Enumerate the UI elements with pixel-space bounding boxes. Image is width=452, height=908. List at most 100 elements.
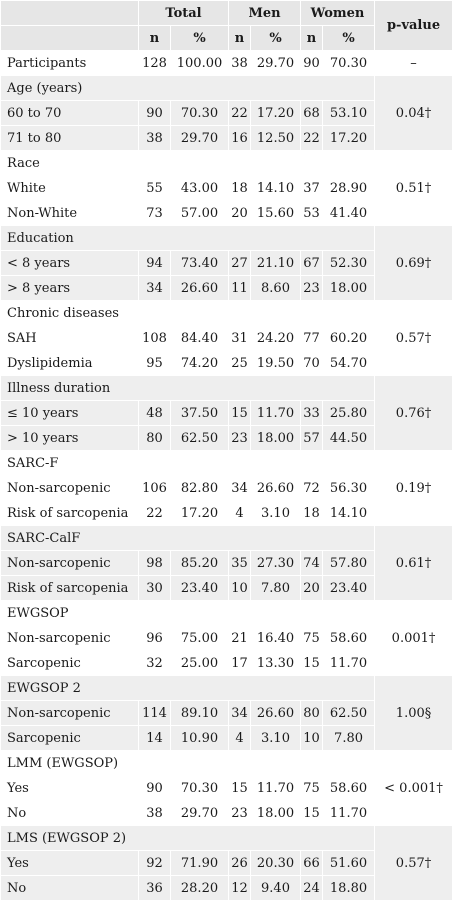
- row-label: SAH: [0, 325, 139, 351]
- cell: 24: [300, 875, 324, 901]
- cell: 25.80: [322, 400, 376, 426]
- header-n: n: [138, 25, 171, 51]
- cell: 56.30: [322, 475, 376, 501]
- cell: 14.10: [250, 175, 302, 201]
- cell: 24.20: [250, 325, 302, 351]
- table-row: No 36 28.20 12 9.40 24 18.80: [0, 875, 452, 901]
- row-label: Sarcopenic: [0, 650, 139, 676]
- cell: 53.10: [322, 100, 376, 126]
- p-value-cell: 0.57†: [374, 300, 452, 376]
- row-label: > 10 years: [0, 425, 139, 451]
- section-title: LMM (EWGSOP): [0, 750, 376, 776]
- row-label: Dyslipidemia: [0, 350, 139, 376]
- cell: 67: [300, 250, 324, 276]
- section-title: Education: [0, 225, 376, 251]
- p-value-cell: 0.51†: [374, 150, 452, 226]
- table-row: Non-sarcopenic 98 85.20 35 27.30 74 57.80: [0, 550, 452, 576]
- cell: 80: [300, 700, 324, 726]
- header-blank: [0, 0, 139, 26]
- table-row: Yes 90 70.30 15 11.70 75 58.60: [0, 775, 452, 801]
- cell: 7.80: [250, 575, 302, 601]
- cell: 70: [300, 350, 324, 376]
- cell: 15: [300, 650, 324, 676]
- cell: 23: [228, 425, 252, 451]
- cell: 80: [138, 425, 171, 451]
- cell: 15: [228, 775, 252, 801]
- row-label: Non-sarcopenic: [0, 625, 139, 651]
- cell: 14: [138, 725, 171, 751]
- row-label: No: [0, 875, 139, 901]
- cell: 74.20: [169, 350, 230, 376]
- p-value-cell: 0.001†: [374, 600, 452, 676]
- cell: 68: [300, 100, 324, 126]
- section-header-row: Age (years) 0.04†: [0, 75, 452, 151]
- row-label: Yes: [0, 850, 139, 876]
- cell: 100.00: [169, 50, 230, 76]
- cell: 29.70: [169, 800, 230, 826]
- cell: 57: [300, 425, 324, 451]
- row-label: 71 to 80: [0, 125, 139, 151]
- table-row: > 8 years 34 26.60 11 8.60 23 18.00: [0, 275, 452, 301]
- header-total: Total: [137, 0, 230, 26]
- cell: 62.50: [169, 425, 230, 451]
- cell: 58.60: [322, 775, 376, 801]
- cell: 128: [138, 50, 171, 76]
- cell: 54.70: [322, 350, 376, 376]
- table-row: Non-sarcopenic 96 75.00 21 16.40 75 58.60: [0, 625, 452, 651]
- section-header-row: EWGSOP 0.001†: [0, 600, 452, 676]
- cell: 11.70: [322, 800, 376, 826]
- cell: 23.40: [169, 575, 230, 601]
- header-men: Men: [228, 0, 302, 26]
- cell: 31: [228, 325, 252, 351]
- cell: 37.50: [169, 400, 230, 426]
- cell: 34: [138, 275, 171, 301]
- cell: 66: [300, 850, 324, 876]
- section-title: EWGSOP 2: [0, 675, 376, 701]
- table-row: 60 to 70 90 70.30 22 17.20 68 53.10: [0, 100, 452, 126]
- row-label: 60 to 70: [0, 100, 139, 126]
- cell: 34: [228, 700, 252, 726]
- participants-row: Participants 128 100.00 38 29.70 90 70.3…: [0, 50, 452, 76]
- row-label: Non-sarcopenic: [0, 475, 139, 501]
- cell: 90: [138, 100, 171, 126]
- header-n: n: [228, 25, 252, 51]
- section-header-row: Race 0.51†: [0, 150, 452, 226]
- header-n: n: [300, 25, 324, 51]
- section-title: Race: [0, 150, 376, 176]
- cell: 75: [300, 775, 324, 801]
- cell: 13.30: [250, 650, 302, 676]
- p-value-cell: 0.76†: [374, 375, 452, 451]
- cell: 58.60: [322, 625, 376, 651]
- section-header-row: Illness duration 0.76†: [0, 375, 452, 451]
- cell: 72: [300, 475, 324, 501]
- cell: 7.80: [322, 725, 376, 751]
- cell: 26: [228, 850, 252, 876]
- header-blank-2: [0, 25, 139, 51]
- row-label: Non-White: [0, 200, 139, 226]
- cell: 11.70: [322, 650, 376, 676]
- cell: 20.30: [250, 850, 302, 876]
- cell: 48: [138, 400, 171, 426]
- p-value-cell: < 0.001†: [374, 750, 452, 826]
- cell: 11.70: [250, 775, 302, 801]
- cell: 22: [228, 100, 252, 126]
- row-label: < 8 years: [0, 250, 139, 276]
- cell: 28.20: [169, 875, 230, 901]
- cell: 108: [138, 325, 171, 351]
- cell: 17: [228, 650, 252, 676]
- table-row: Dyslipidemia 95 74.20 25 19.50 70 54.70: [0, 350, 452, 376]
- table-header: Total Men Women p-value n % n % n %: [0, 0, 452, 51]
- row-label: Participants: [0, 50, 139, 76]
- cell: 18: [300, 500, 324, 526]
- cell: 70.30: [322, 50, 376, 76]
- cell: 114: [138, 700, 171, 726]
- cell: 57.00: [169, 200, 230, 226]
- row-label: Risk of sarcopenia: [0, 500, 139, 526]
- section-title: Age (years): [0, 75, 376, 101]
- cell: 84.40: [169, 325, 230, 351]
- row-label: No: [0, 800, 139, 826]
- cell: 25: [228, 350, 252, 376]
- table-body: Participants 128 100.00 38 29.70 90 70.3…: [0, 50, 452, 901]
- section-header-row: LMM (EWGSOP) < 0.001†: [0, 750, 452, 826]
- cell: 77: [300, 325, 324, 351]
